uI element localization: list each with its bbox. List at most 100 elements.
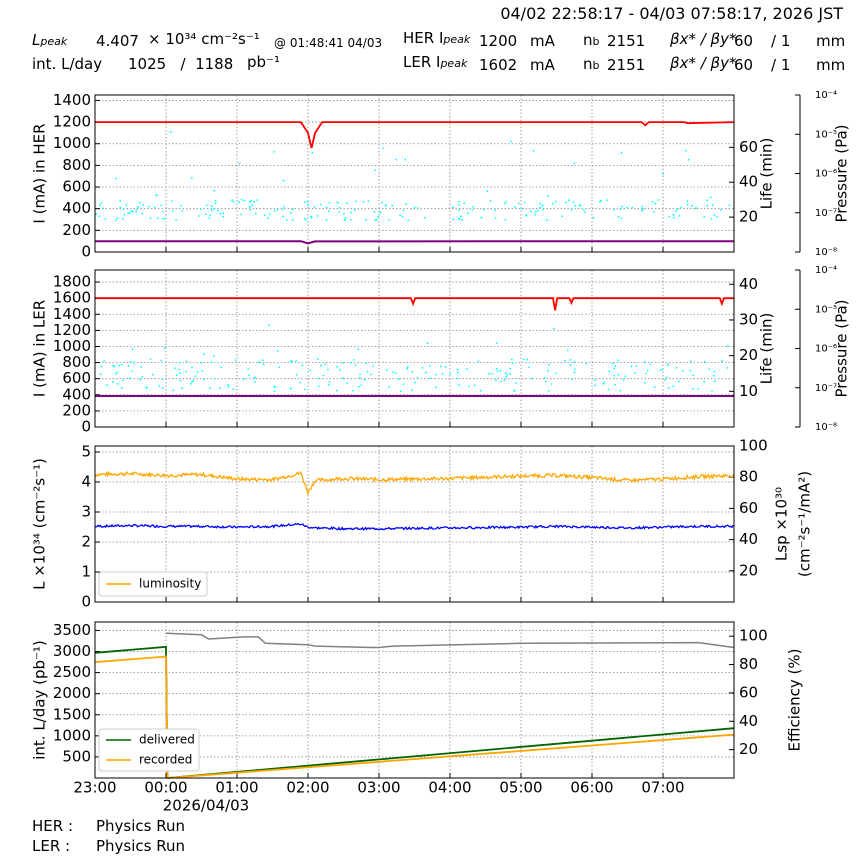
life-point <box>466 368 469 370</box>
life-point <box>161 378 164 380</box>
life-point <box>268 324 270 327</box>
life-point <box>214 202 217 205</box>
life-point <box>429 377 431 379</box>
life-point <box>327 368 329 371</box>
life-point <box>651 200 654 203</box>
life-point <box>642 208 644 211</box>
life-point <box>444 366 447 368</box>
life-point <box>127 365 130 367</box>
life-point <box>267 217 269 220</box>
her-pressure-label: Pressure (Pa) <box>833 124 851 222</box>
life-point <box>299 381 302 384</box>
life-point <box>416 207 419 209</box>
pressure-tick-label: 10⁻⁴ <box>815 90 837 101</box>
life-point <box>128 377 131 380</box>
life-point <box>325 206 328 209</box>
life-point <box>353 359 355 361</box>
footer-her-status: Physics Run <box>96 817 186 835</box>
x-tick-label: 00:00 <box>144 779 187 797</box>
life-point <box>458 200 460 203</box>
life-point <box>691 388 694 390</box>
life-point <box>665 376 668 379</box>
life-point <box>550 383 553 385</box>
y2-tick-label: 40 <box>739 173 758 191</box>
life-point <box>362 201 365 203</box>
life-point <box>496 370 499 373</box>
life-point <box>219 387 222 390</box>
y-tick-label: 600 <box>62 178 91 196</box>
integrated-frame <box>94 621 735 779</box>
time-range: 04/02 22:58:17 - 04/03 07:58:17, 2026 JS… <box>500 4 843 23</box>
life-point <box>624 375 627 378</box>
life-point <box>456 368 459 371</box>
life-point <box>370 373 372 376</box>
y-tick-label: 200 <box>62 401 91 419</box>
life-point <box>342 362 345 364</box>
legend-label-recorded: recorded <box>139 753 192 767</box>
life-point <box>116 217 119 220</box>
life-point <box>489 199 492 202</box>
life-point <box>202 353 205 356</box>
life-point <box>514 206 516 208</box>
life-point <box>402 209 405 212</box>
life-point <box>504 372 507 374</box>
life-point <box>620 205 623 208</box>
life-point <box>677 380 680 383</box>
life-point <box>421 367 424 369</box>
life-point <box>397 378 400 381</box>
life-point <box>539 202 541 205</box>
life-point <box>572 201 575 204</box>
her-ipeak-value: 1200 <box>479 32 518 50</box>
her-beta-label: βx* / βy* <box>670 30 737 48</box>
life-point <box>611 362 614 365</box>
life-point <box>678 215 681 217</box>
life-point <box>152 373 154 376</box>
y-tick-label: 1800 <box>53 273 91 291</box>
life-point <box>573 371 576 374</box>
life-point <box>125 204 128 207</box>
life-point <box>503 379 506 381</box>
ler-beta-label: βx* / βy* <box>670 54 737 72</box>
life-point <box>672 385 675 388</box>
life-point <box>426 342 429 345</box>
y2-tick-label: 60 <box>739 499 758 517</box>
life-point <box>554 200 557 203</box>
life-point <box>282 179 285 182</box>
life-point <box>406 366 409 368</box>
life-point <box>607 388 610 391</box>
life-point <box>262 363 265 366</box>
life-point <box>392 371 394 373</box>
life-point <box>401 215 404 218</box>
life-point <box>684 149 687 152</box>
life-point <box>547 389 550 392</box>
life-point <box>480 216 483 219</box>
life-point <box>689 369 691 372</box>
y2-tick-label: 20 <box>739 346 758 364</box>
life-point <box>457 204 460 207</box>
life-point <box>175 219 178 222</box>
luminosity-frame <box>94 445 735 603</box>
life-point <box>653 386 656 389</box>
life-point <box>122 217 124 220</box>
y-tick-label: 400 <box>62 385 91 403</box>
life-point <box>690 360 692 363</box>
life-point <box>410 389 413 391</box>
life-point <box>243 378 245 381</box>
life-point <box>486 190 489 193</box>
life-point <box>135 208 138 211</box>
life-point <box>190 177 193 180</box>
y2-tick-label: 30 <box>739 310 758 328</box>
life-point <box>456 377 459 380</box>
life-point <box>395 158 398 161</box>
life-point <box>377 215 379 218</box>
life-point <box>471 209 474 211</box>
life-point <box>119 200 122 202</box>
life-point <box>659 369 662 372</box>
life-point <box>452 206 454 209</box>
lpeak-label: Lpeak <box>32 31 68 49</box>
lpeak-value: 4.407 <box>96 32 139 50</box>
integrated-y2label: Efficiency (%) <box>786 649 804 752</box>
ler-frame <box>94 269 735 428</box>
her-y2label: Life (min) <box>758 138 776 210</box>
life-point <box>100 365 103 367</box>
